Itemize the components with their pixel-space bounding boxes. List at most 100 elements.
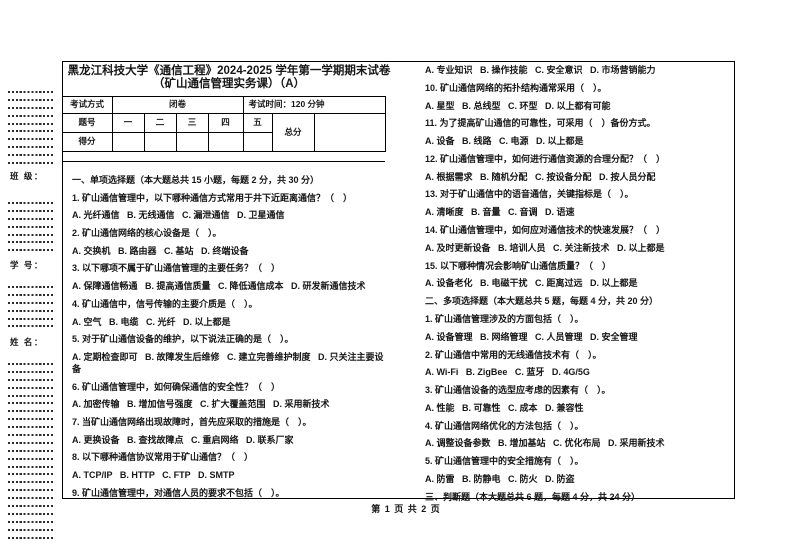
dashed-line [8,317,54,320]
dashed-line [8,481,54,484]
dashed-line [8,497,54,500]
dashed-line [8,505,54,508]
column-header: 一 [111,113,145,133]
question-line: A. 空气 B. 电缆 C. 光纤 D. 以上都是 [72,316,231,327]
dashed-line [8,489,54,492]
name-label: 姓 名： [10,337,44,347]
dashed-line [8,162,54,165]
question-line: A. 防雷 B. 防静电 C. 防火 D. 防盗 [425,473,575,484]
column-header: 五 [242,113,273,133]
exam-method-label: 考试方式 [61,96,113,114]
dashed-fill-lines [8,363,54,544]
question-line: 3. 矿山通信设备的选型应考虑的因素有（ ）。 [425,385,611,396]
column-header: 二 [143,113,177,133]
dashed-fill-lines [8,286,54,333]
questions-left-column: 一、单项选择题（本大题总共 15 小题，每题 2 分，共 30 分） 1. 矿山通… [72,174,388,504]
column-header: 三 [175,113,209,133]
dashed-line [8,130,54,133]
total-score-label: 总分 [271,113,315,152]
dashed-line [8,106,54,109]
dashed-line [8,363,54,365]
dashed-line [8,536,54,539]
question-line: 3. 以下哪项不属于矿山通信管理的主要任务？（ ） [72,263,281,274]
dashed-line [8,394,54,397]
dashed-line [8,225,54,228]
dashed-line [8,309,54,312]
question-line: 10. 矿山通信网络的拓扑结构通常采用（ ）。 [425,82,607,93]
dashed-line [8,402,54,405]
column-header: 四 [207,113,244,133]
score-cell [143,132,177,152]
score-cell [175,132,209,152]
question-line: A. 根据需求 B. 随机分配 C. 按设备分配 D. 按人员分配 [425,171,656,182]
dashed-line [8,449,54,452]
question-number-header: 题号 [61,113,113,133]
dashed-line [8,410,54,413]
dashed-line [8,138,54,141]
dashed-line [8,370,54,373]
dashed-line [8,441,54,444]
dashed-line [8,528,54,531]
score-header: 得分 [61,132,113,152]
section-heading: 一、单项选择题（本大题总共 15 小题，每题 2 分，共 30 分） [72,175,320,185]
dashed-line [8,325,54,328]
question-line: A. 光纤通信 B. 无线通信 C. 漏泄通信 D. 卫星通信 [72,210,285,221]
score-cell [111,132,145,152]
question-line: 4. 矿山通信网络优化的方法包括（ ）。 [425,420,584,431]
dashed-line [8,473,54,476]
question-line: 1. 矿山通信管理中，以下哪种通信方式常用于井下近距离通信？（ ） [72,192,353,203]
dashed-line [8,378,54,381]
student-id-label: 学 号： [10,260,44,270]
page-number-footer: 第 1 页 共 2 页 [371,504,441,514]
question-line: 15. 以下哪种情况会影响矿山通信质量？（ ） [425,260,612,271]
question-line: 11. 为了提高矿山通信的可靠性，可采用（ ）备份方式。 [425,118,656,129]
dashed-line [8,217,54,220]
dashed-line [8,202,54,204]
total-score-cell [313,113,386,152]
question-line: 1. 矿山通信管理涉及的方面包括（ ）。 [425,313,584,324]
dashed-line [8,386,54,389]
question-line: 4. 矿山通信中，信号传输的主要介质是（ ）。 [72,298,258,309]
question-line: A. 设备管理 B. 网络管理 C. 人员管理 D. 安全管理 [425,331,638,342]
section-heading: 二、多项选择题（本大题总共 5 题，每题 4 分，共 20 分） [425,296,659,307]
dashed-line [8,418,54,421]
question-line: 5. 矿山通信管理中的安全措施有（ ）。 [425,456,584,467]
question-line: A. 性能 B. 可靠性 C. 成本 D. 兼容性 [425,402,584,413]
dashed-line [8,122,54,125]
dashed-line [8,512,54,515]
question-line: A. 设备老化 B. 电磁干扰 C. 距离过远 D. 以上都是 [425,278,638,289]
question-line: 13. 对于矿山通信中的语音通信，关键指标是（ ）。 [425,189,634,200]
question-line: A. 定期检查即可 B. 故障发生后维修 C. 建立完善维护制度 D. 只关注主… [72,351,384,374]
dashed-line [8,249,54,252]
question-line: 6. 矿山通信管理中，如何确保通信的安全性？（ ） [72,381,281,392]
question-line: A. 加密传输 B. 增加信号强度 C. 扩大覆盖范围 D. 采用新技术 [72,399,330,410]
question-line: 8. 以下哪种通信协议常用于矿山通信？（ ） [72,452,254,463]
question-line: A. 清晰度 B. 音量 C. 音调 D. 语速 [425,207,575,218]
exam-method-value: 闭卷 [111,96,244,114]
dashed-line [8,293,54,296]
header-divider-rule [61,160,385,162]
dashed-line [8,114,54,117]
question-line: A. 星型 B. 总线型 C. 环型 D. 以上都有可能 [425,100,611,111]
page-title: 黑龙江科技大学《通信工程》2024-2025 学年第一学期期末试卷（矿山通信管理… [67,65,391,90]
question-line: 12. 矿山通信管理中，如何进行通信资源的合理分配？（ ） [425,153,666,164]
question-line: 2. 矿山通信中常用的无线通信技术有（ ）。 [425,349,602,360]
dashed-line [8,98,54,101]
dashed-line [8,520,54,523]
question-line: A. 及时更新设备 B. 培训人员 C. 关注新技术 D. 以上都是 [425,242,665,253]
dashed-line [8,209,54,212]
question-line: A. 设备 B. 线路 C. 电源 D. 以上都是 [425,136,584,147]
dashed-fill-lines [8,202,54,257]
question-line: 2. 矿山通信网络的核心设备是（ ）。 [72,228,222,239]
score-cell [242,132,273,152]
dashed-line [8,301,54,304]
question-line: 7. 当矿山通信网络出现故障时，首先应采取的措施是（ ）。 [72,417,312,428]
question-line: A. 交换机 B. 路由器 C. 基站 D. 终端设备 [72,245,249,256]
exam-info-table: 考试方式 闭卷 考试时间：120 分钟 题号 一 二 三 四 五 总分 得分 [61,96,386,152]
exam-time-label: 考试时间：120 分钟 [242,96,386,114]
dashed-line [8,457,54,460]
question-line: A. TCP/IP B. HTTP C. FTP D. SMTP [72,470,235,481]
question-line: A. 保障通信畅通 B. 提高通信质量 C. 降低通信成本 D. 研发新通信技术 [72,281,366,292]
question-line: A. 调整设备参数 B. 增加基站 C. 优化布局 D. 采用新技术 [425,438,665,449]
